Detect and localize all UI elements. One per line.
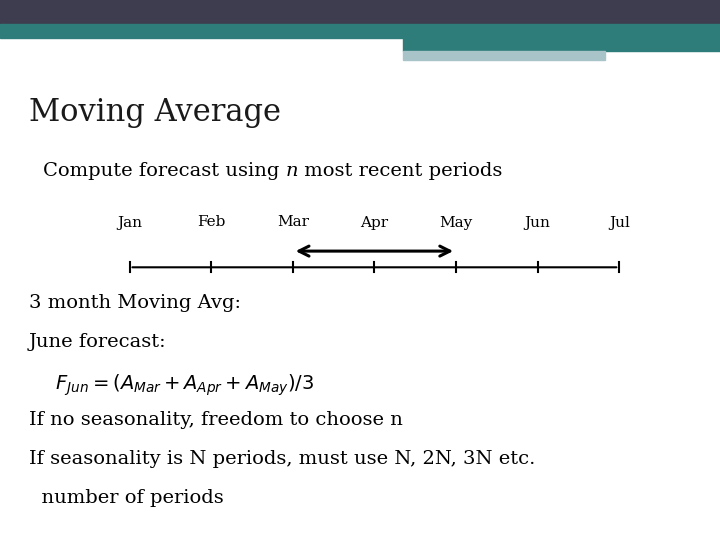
Text: May: May <box>439 215 472 230</box>
Text: If seasonality is N periods, must use N, 2N, 3N etc.: If seasonality is N periods, must use N,… <box>29 450 535 468</box>
Text: 3 month Moving Avg:: 3 month Moving Avg: <box>29 294 240 312</box>
Text: number of periods: number of periods <box>29 489 223 507</box>
Text: Jul: Jul <box>609 215 629 230</box>
Text: most recent periods: most recent periods <box>298 162 503 180</box>
Text: Apr: Apr <box>360 215 389 230</box>
Text: Feb: Feb <box>197 215 225 230</box>
Text: June forecast:: June forecast: <box>29 333 166 351</box>
Text: If no seasonality, freedom to choose n: If no seasonality, freedom to choose n <box>29 411 402 429</box>
Text: Jun: Jun <box>525 215 551 230</box>
Text: n: n <box>286 162 298 180</box>
Text: Jan: Jan <box>117 215 142 230</box>
Text: Moving Average: Moving Average <box>29 97 281 128</box>
Text: Compute forecast using: Compute forecast using <box>43 162 286 180</box>
Text: Mar: Mar <box>276 215 309 230</box>
Text: $F_{Jun} = (A_{Mar} + A_{Apr} + A_{May})/3$: $F_{Jun} = (A_{Mar} + A_{Apr} + A_{May})… <box>43 372 315 397</box>
